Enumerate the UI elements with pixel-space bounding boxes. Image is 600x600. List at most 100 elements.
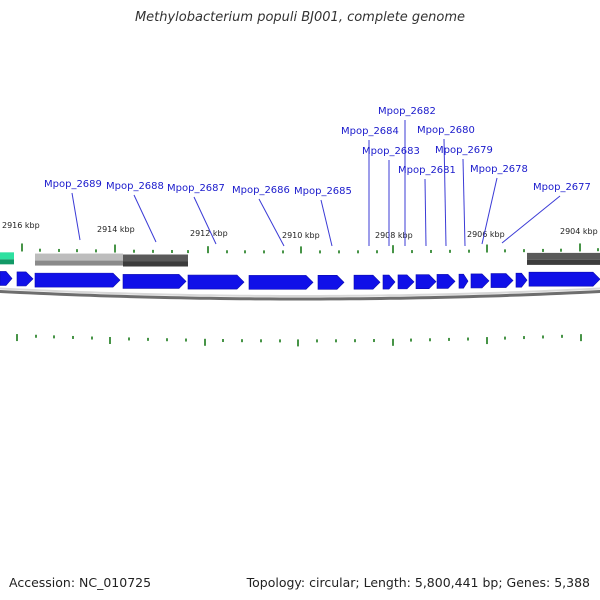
- gc-tick: [542, 335, 544, 339]
- genome-summary-text: Topology: circular; Length: 5,800,441 bp…: [246, 575, 590, 590]
- gc-tick: [282, 250, 284, 254]
- callout-leader-line: [424, 178, 427, 247]
- gc-tick: [467, 337, 469, 341]
- gc-tick: [523, 249, 525, 253]
- gc-tick: [166, 338, 168, 342]
- gene-arrow[interactable]: [382, 274, 396, 290]
- gene-label[interactable]: Mpop_2686: [232, 185, 290, 196]
- gc-tick: [504, 249, 506, 253]
- gc-tick: [226, 250, 228, 254]
- gene-arrow[interactable]: [317, 275, 345, 290]
- callout-leader-line: [320, 199, 333, 247]
- gc-tick: [35, 334, 37, 338]
- gene-label[interactable]: Mpop_2682: [378, 106, 436, 117]
- callout-leader-line: [481, 177, 498, 245]
- axis-tick-label: 2908 kbp: [375, 231, 413, 240]
- gene-label[interactable]: Mpop_2683: [362, 146, 420, 157]
- contig-dark-block: [527, 252, 600, 260]
- axis-tick-label: 2910 kbp: [282, 231, 320, 240]
- gc-tick: [486, 337, 488, 345]
- gc-tick: [486, 244, 488, 253]
- callout-leader-line: [501, 195, 561, 244]
- gc-tick: [187, 250, 189, 254]
- gene-label[interactable]: Mpop_2681: [398, 165, 456, 176]
- gc-tick: [335, 339, 337, 343]
- gc-tick: [133, 249, 135, 253]
- gc-tick: [523, 336, 525, 340]
- gene-label[interactable]: Mpop_2677: [533, 182, 591, 193]
- gene-arrow[interactable]: [122, 274, 187, 289]
- lower-gc-ticks: [16, 334, 582, 347]
- gc-tick: [338, 250, 340, 254]
- gc-tick: [58, 248, 60, 252]
- gene-arrow[interactable]: [248, 275, 314, 290]
- gc-tick: [376, 250, 378, 254]
- contig-dark-block: [123, 254, 188, 262]
- backbone-track: [0, 287, 600, 301]
- gene-arrow[interactable]: [490, 273, 514, 288]
- gene-arrow[interactable]: [16, 271, 34, 287]
- gene-arrow[interactable]: [353, 274, 381, 290]
- contig-light-block: [35, 253, 123, 261]
- backbone-shadow: [0, 289, 600, 301]
- gene-arrow[interactable]: [528, 271, 600, 287]
- gene-arrow[interactable]: [436, 274, 456, 289]
- gc-tick: [222, 339, 224, 343]
- gene-label[interactable]: Mpop_2689: [44, 179, 102, 190]
- axis-labels: 2916 kbp 2914 kbp 2912 kbp 2910 kbp 2908 kbp…: [2, 221, 598, 240]
- gc-tick: [316, 339, 318, 343]
- gene-label[interactable]: Mpop_2679: [435, 145, 493, 156]
- gc-tick: [597, 248, 599, 252]
- gene-arrow[interactable]: [187, 274, 245, 290]
- feature-green-block-shade: [0, 259, 14, 265]
- genome-title: Methylobacterium populi BJ001, complete …: [134, 10, 466, 25]
- gene-callouts: Mpop_2689 Mpop_2688 Mpop_2687 Mpop_2686 Mpop…: [44, 106, 591, 247]
- gene-label[interactable]: Mpop_2685: [294, 186, 352, 197]
- gc-tick: [354, 339, 356, 343]
- gc-tick: [504, 336, 506, 340]
- contig-track: [0, 252, 600, 267]
- callout-leader-line: [258, 198, 285, 247]
- gene-label[interactable]: Mpop_2688: [106, 181, 164, 192]
- gc-tick: [319, 250, 321, 254]
- gene-label[interactable]: Mpop_2680: [417, 125, 475, 136]
- gene-arrow[interactable]: [515, 272, 528, 288]
- gene-arrow[interactable]: [470, 273, 490, 289]
- gc-tick: [411, 250, 413, 254]
- gc-tick: [580, 334, 582, 342]
- gc-tick: [53, 335, 55, 339]
- gc-tick: [109, 336, 111, 344]
- gc-tick: [279, 339, 281, 343]
- gene-label[interactable]: Mpop_2684: [341, 126, 399, 137]
- gene-arrow[interactable]: [0, 271, 13, 286]
- callout-leader-line: [133, 194, 157, 243]
- axis-tick-label: 2912 kbp: [190, 229, 228, 238]
- gc-tick: [468, 249, 470, 253]
- gene-arrow[interactable]: [34, 272, 121, 288]
- gc-tick: [579, 243, 581, 252]
- gene-arrow[interactable]: [415, 274, 437, 289]
- upper-gc-ticks: [21, 243, 599, 254]
- axis-tick-label: 2914 kbp: [97, 225, 135, 234]
- gene-label[interactable]: Mpop_2678: [470, 164, 528, 175]
- gc-tick: [297, 339, 299, 347]
- gc-tick: [76, 249, 78, 253]
- gc-tick: [185, 338, 187, 342]
- gc-tick: [430, 249, 432, 253]
- gc-tick: [207, 246, 209, 254]
- axis-tick-label: 2906 kbp: [467, 230, 505, 239]
- gc-tick: [263, 250, 265, 254]
- gene-label[interactable]: Mpop_2687: [167, 183, 225, 194]
- callout-leader-line: [443, 138, 447, 247]
- gene-arrow[interactable]: [397, 274, 415, 290]
- feature-green-block: [0, 252, 14, 260]
- gc-tick: [95, 249, 97, 253]
- gc-tick: [152, 249, 154, 253]
- gene-track: [0, 271, 600, 290]
- callout-leader-line: [71, 192, 81, 241]
- contig-dark-block-shade: [527, 259, 600, 265]
- gc-tick: [392, 245, 394, 254]
- callout-leader-line: [193, 196, 217, 245]
- gene-arrow[interactable]: [458, 273, 469, 289]
